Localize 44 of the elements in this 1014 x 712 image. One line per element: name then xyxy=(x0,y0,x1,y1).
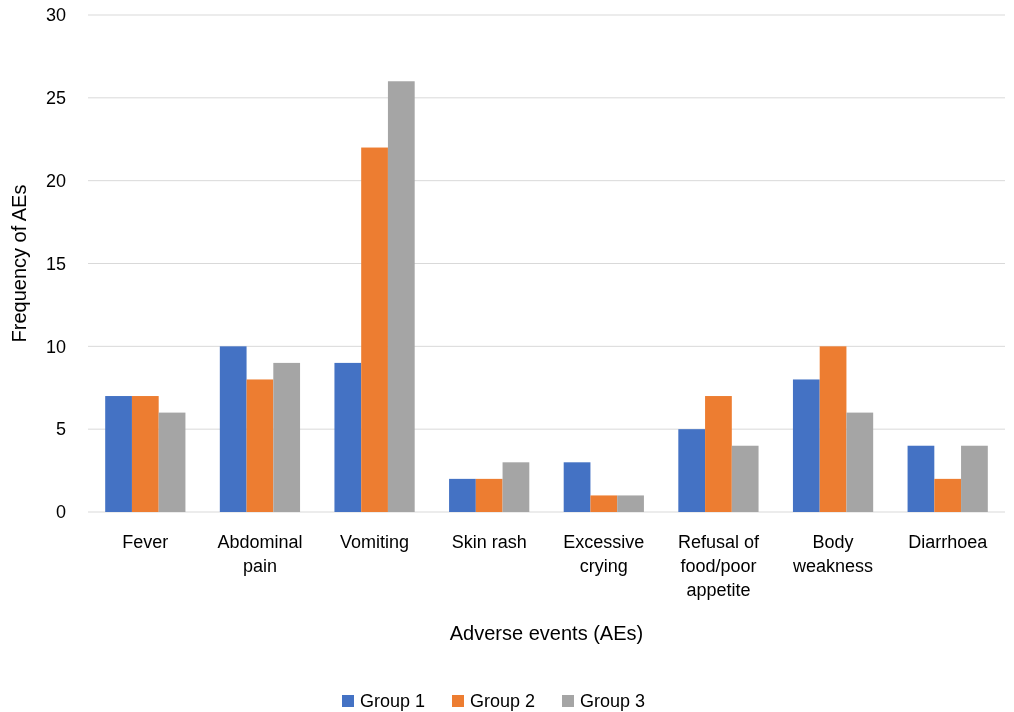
bar xyxy=(705,396,732,512)
bar xyxy=(334,362,362,512)
legend-label: Group 2 xyxy=(470,691,536,712)
x-tick-label: Abdominal pain xyxy=(217,532,303,576)
bar xyxy=(449,478,476,512)
bar xyxy=(131,396,159,512)
bar xyxy=(105,396,132,512)
x-tick-label: Skin rash xyxy=(451,532,527,552)
bar xyxy=(731,445,759,512)
y-tick-label: 20 xyxy=(45,170,66,191)
y-tick-label: 5 xyxy=(55,419,66,440)
x-tick-label: Diarrhoea xyxy=(908,532,989,552)
bar xyxy=(475,478,503,512)
bar xyxy=(907,445,935,512)
bar xyxy=(617,495,644,512)
x-tick-label: Fever xyxy=(122,532,169,552)
y-tick-label: 10 xyxy=(45,336,66,357)
bar xyxy=(563,462,591,512)
bar xyxy=(361,147,388,512)
x-tick-label: Vomiting xyxy=(340,532,410,552)
legend-label: Group 1 xyxy=(360,691,426,712)
y-tick-label: 15 xyxy=(45,253,66,274)
x-tick-label: Body weakness xyxy=(792,532,874,576)
bar xyxy=(502,462,530,512)
bar xyxy=(158,412,186,512)
y-tick-label: 25 xyxy=(45,88,66,109)
x-axis-title: Adverse events (AEs) xyxy=(449,622,644,644)
bar xyxy=(387,81,415,512)
x-tick-label: Excessive crying xyxy=(563,532,645,576)
y-tick-label: 30 xyxy=(45,5,66,26)
y-tick-label: 0 xyxy=(55,502,66,523)
bar xyxy=(846,412,874,512)
bar xyxy=(961,445,988,512)
bar xyxy=(678,429,706,512)
bar xyxy=(819,346,847,512)
bar xyxy=(792,379,820,512)
x-tick-label: Refusal of food/poor appetite xyxy=(677,532,760,600)
bar xyxy=(273,362,301,512)
legend-label: Group 3 xyxy=(580,691,646,712)
bar xyxy=(219,346,247,512)
y-axis-title: Frequency of AEs xyxy=(8,184,30,343)
bar xyxy=(590,495,618,512)
bar xyxy=(246,379,274,512)
bar xyxy=(934,478,962,512)
